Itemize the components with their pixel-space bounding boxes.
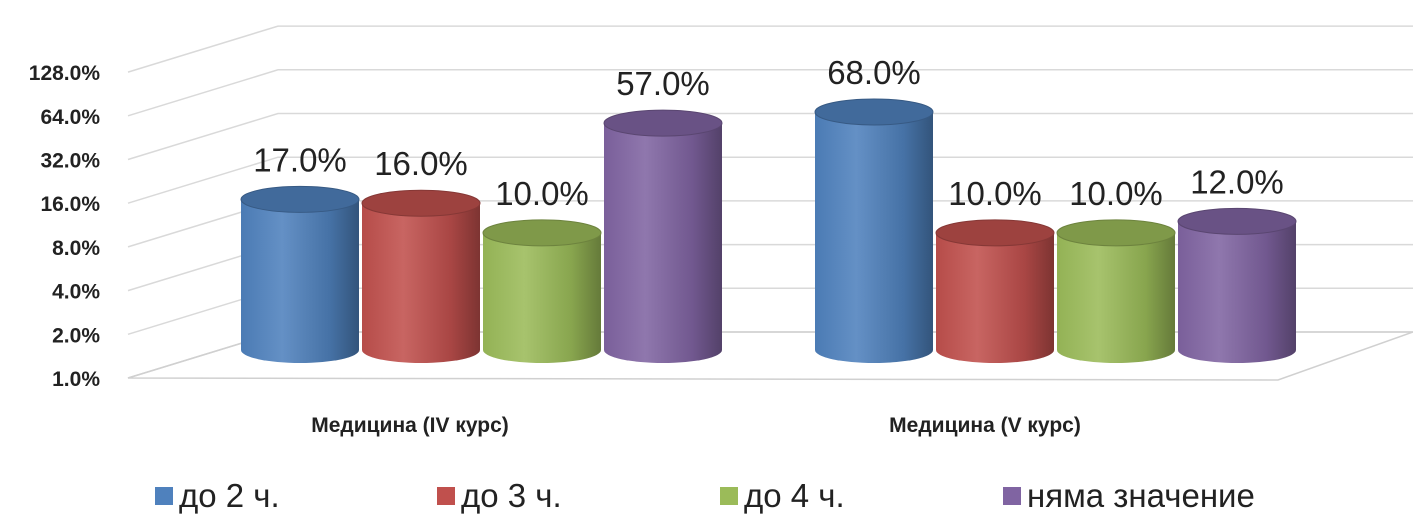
legend-label: до 3 ч. [461, 477, 562, 514]
data-label: 17.0% [253, 141, 347, 178]
y-tick-label: 16.0% [40, 193, 100, 216]
bar-top [482, 219, 602, 247]
bar-body [936, 232, 1054, 363]
data-label: 68.0% [827, 54, 921, 91]
bar [482, 219, 602, 363]
grid-line [127, 25, 1413, 73]
category-label: Медицина (IV курс) [311, 414, 509, 437]
y-tick-label: 32.0% [40, 150, 100, 173]
data-labels: 17.0% 16.0% 10.0% 57.0% 68.0% 10.0% 10.0% 12.0% [253, 54, 1284, 212]
bar [1056, 219, 1176, 363]
floor-outline [127, 331, 1413, 381]
bar-body [362, 203, 480, 363]
legend-label: до 2 ч. [179, 477, 280, 514]
x-axis-categories: Медицина (IV курс) Медицина (V курс) [311, 414, 1081, 437]
data-label: 12.0% [1190, 163, 1284, 200]
grid-line [127, 69, 1413, 117]
bar-top [361, 189, 481, 217]
bar-top [603, 109, 723, 137]
bar-body [815, 111, 933, 363]
legend-swatch [437, 487, 455, 505]
data-label: 10.0% [495, 175, 589, 212]
bar-body [604, 123, 722, 363]
bar-body [1057, 232, 1175, 363]
legend-label: до 4 ч. [744, 477, 845, 514]
bar [814, 98, 934, 363]
legend-item: до 3 ч. [437, 477, 562, 514]
bar-top [1056, 219, 1176, 247]
bar [361, 189, 481, 363]
y-tick-label: 64.0% [40, 106, 100, 129]
legend-label: няма значение [1027, 477, 1255, 514]
data-label: 16.0% [374, 145, 468, 182]
legend: до 2 ч. до 3 ч. до 4 ч. няма значение [155, 477, 1255, 514]
bar-top [240, 185, 360, 213]
bar-body [241, 199, 359, 363]
y-tick-label: 1.0% [52, 368, 100, 391]
bar [935, 219, 1055, 363]
y-axis-ticks: 1.0% 2.0% 4.0% 8.0% 16.0% 32.0% 64.0% 128.0% [29, 62, 101, 391]
data-label: 57.0% [616, 65, 710, 102]
bar [240, 185, 360, 363]
legend-item: до 2 ч. [155, 477, 280, 514]
bar-top [935, 219, 1055, 247]
bar-top [1177, 207, 1297, 235]
bars [240, 98, 1297, 363]
y-tick-label: 4.0% [52, 281, 100, 304]
grid-line [127, 156, 1413, 204]
data-label: 10.0% [1069, 175, 1163, 212]
bar [1177, 207, 1297, 363]
y-tick-label: 2.0% [52, 324, 100, 347]
bar-body [1178, 221, 1296, 363]
bar [603, 109, 723, 363]
bar-body [483, 232, 601, 363]
legend-swatch [1003, 487, 1021, 505]
data-label: 10.0% [948, 175, 1042, 212]
legend-swatch [720, 487, 738, 505]
bar-top [814, 98, 934, 126]
grid-line [127, 112, 1413, 161]
y-tick-label: 128.0% [29, 62, 101, 85]
y-tick-label: 8.0% [52, 237, 100, 260]
category-label: Медицина (V курс) [889, 414, 1081, 437]
legend-item: до 4 ч. [720, 477, 845, 514]
legend-swatch [155, 487, 173, 505]
chart-floor [127, 331, 1413, 381]
legend-item: няма значение [1003, 477, 1255, 514]
